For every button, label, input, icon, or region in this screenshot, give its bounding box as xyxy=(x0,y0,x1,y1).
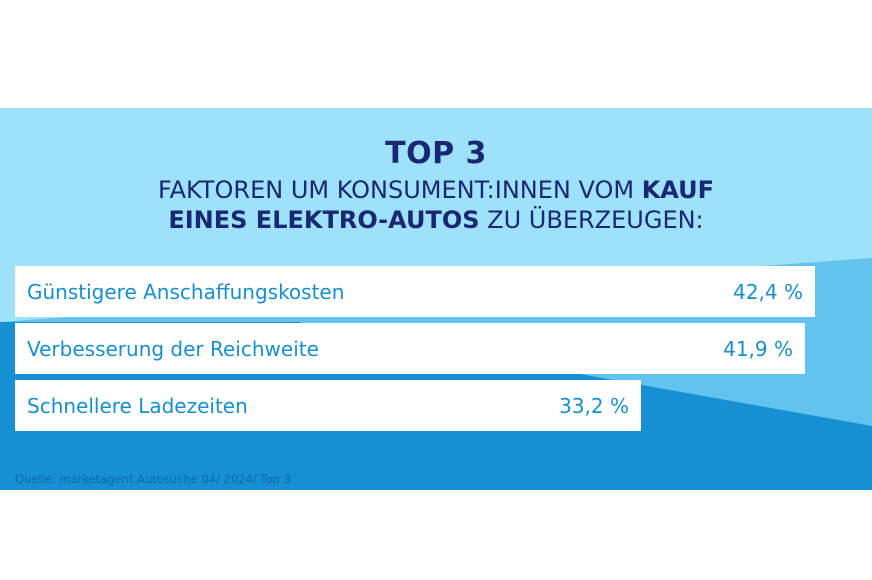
bar-1: Günstigere Anschaffungskosten 42,4 % xyxy=(15,266,815,317)
bar-value-label: 42,4 % xyxy=(733,279,803,304)
bar-label: Schnellere Ladezeiten xyxy=(27,393,248,418)
infographic: TOP 3 FAKTOREN UM KONSUMENT:INNEN VOM KA… xyxy=(0,108,872,490)
chart-title: TOP 3 xyxy=(385,136,487,171)
bar-value-label: 33,2 % xyxy=(559,393,629,418)
subtitle-line-2: EINES ELEKTRO-AUTOS ZU ÜBERZEUGEN: xyxy=(0,205,872,235)
bar-label: Verbesserung der Reichweite xyxy=(27,336,319,361)
subtitle-line-1-regular: FAKTOREN UM KONSUMENT:INNEN VOM xyxy=(157,176,642,204)
chart-heading: TOP 3 FAKTOREN UM KONSUMENT:INNEN VOM KA… xyxy=(0,136,872,235)
bar-label: Günstigere Anschaffungskosten xyxy=(27,279,345,304)
chart-subtitle: FAKTOREN UM KONSUMENT:INNEN VOM KAUF EIN… xyxy=(0,175,872,235)
subtitle-line-2-regular: ZU ÜBERZEUGEN: xyxy=(479,206,704,234)
subtitle-line-1-bold: KAUF xyxy=(641,176,715,204)
subtitle-line-2-bold: EINES ELEKTRO-AUTOS xyxy=(168,206,480,234)
bar-2: Verbesserung der Reichweite 41,9 % xyxy=(15,323,805,374)
subtitle-line-1: FAKTOREN UM KONSUMENT:INNEN VOM KAUF xyxy=(0,175,872,205)
source-note: Quelle: marketagent Autosuche 04/ 2024/ … xyxy=(15,472,291,486)
bar-value-label: 41,9 % xyxy=(723,336,793,361)
bar-3: Schnellere Ladezeiten 33,2 % xyxy=(15,380,641,431)
